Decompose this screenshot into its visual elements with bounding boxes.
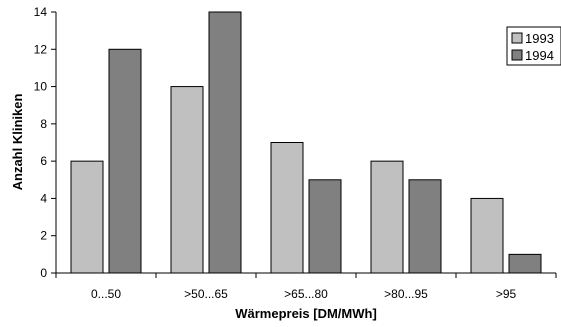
y-axis-title: Anzahl Kliniken: [10, 94, 25, 191]
legend-label-1993: 1993: [525, 31, 554, 46]
bar-1993-2: [270, 142, 304, 274]
legend: 1993 1994: [506, 26, 561, 66]
axes-group: [55, 12, 556, 274]
bar-1994-3: [408, 179, 442, 274]
x-tick-label: >50...65: [184, 287, 228, 301]
y-tick-label: 4: [40, 191, 47, 205]
y-tick-label: 12: [34, 42, 48, 56]
y-tick-label: 0: [40, 266, 47, 280]
bar-1994-2: [308, 179, 342, 274]
y-tick-label: 10: [34, 80, 48, 94]
legend-swatch-1994: [511, 49, 523, 61]
y-ticks-group: 0 2 4 6 8 10 12 14: [34, 5, 56, 280]
x-tick-label: >65...80: [284, 287, 328, 301]
bar-1993-0: [70, 160, 104, 274]
y-tick-label: 2: [40, 229, 47, 243]
y-tick-label: 6: [40, 154, 47, 168]
bars-group: [70, 11, 542, 274]
legend-label-1994: 1994: [525, 48, 554, 63]
bar-1993-4: [470, 197, 504, 274]
legend-swatch-1993: [511, 32, 523, 44]
x-ticks-group: 0...50 >50...65 >65...80 >80...95 >95: [55, 273, 557, 301]
y-tick-label: 14: [34, 5, 48, 19]
x-axis-title: Wärmepreis [DM/MWh]: [235, 306, 377, 321]
bar-1994-0: [108, 48, 142, 274]
x-tick-label: >80...95: [384, 287, 428, 301]
bar-1994-4: [508, 253, 542, 274]
x-tick-label: >95: [496, 287, 517, 301]
bar-1994-1: [208, 11, 242, 274]
bar-1993-1: [170, 86, 204, 274]
bar-1993-3: [370, 160, 404, 274]
x-tick-label: 0...50: [91, 287, 121, 301]
y-tick-label: 8: [40, 117, 47, 131]
